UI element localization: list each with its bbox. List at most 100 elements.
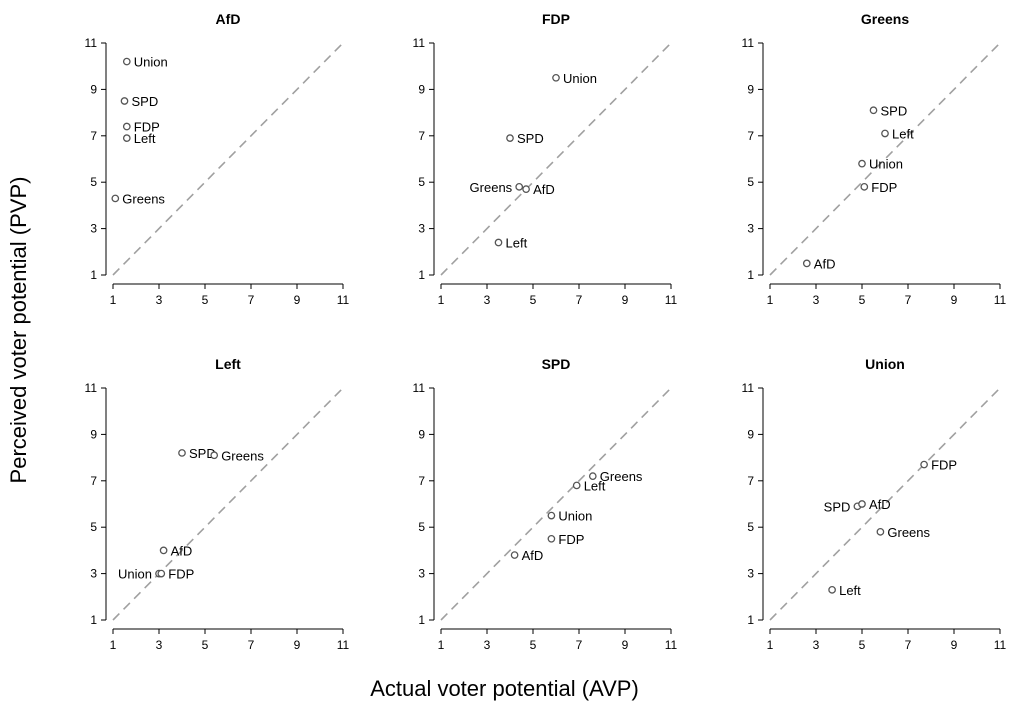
data-point-label: SPD (824, 499, 851, 514)
x-tick-label: 7 (248, 293, 255, 307)
y-tick-label: 5 (747, 175, 754, 189)
y-tick-label: 7 (418, 129, 425, 143)
y-tick-label: 3 (747, 222, 754, 236)
x-tick-label: 1 (767, 293, 774, 307)
data-point-left (828, 585, 836, 594)
data-point-left (494, 238, 503, 247)
x-tick-label: 7 (248, 638, 255, 652)
x-tick-label: 5 (202, 638, 209, 652)
data-point-label: Greens (221, 448, 264, 463)
x-tick-label: 9 (294, 293, 301, 307)
data-point-union (547, 511, 556, 520)
y-tick-label: 3 (90, 567, 97, 581)
data-point-afd (522, 185, 530, 194)
x-tick-label: 1 (110, 638, 117, 652)
diagonal-reference-line (769, 42, 1001, 276)
data-point-label: AfD (522, 548, 544, 563)
y-axis-label: Perceived voter potential (PVP) (6, 176, 31, 484)
x-tick-label: 11 (665, 638, 678, 652)
data-point-left (881, 129, 889, 138)
y-tick-label: 11 (742, 36, 755, 50)
data-point-label: SPD (517, 131, 544, 146)
data-point-afd (802, 259, 811, 268)
x-axis-label: Actual voter potential (AVP) (370, 676, 639, 701)
data-point-afd (858, 500, 866, 508)
y-tick-label: 1 (90, 268, 97, 282)
x-tick-label: 9 (951, 293, 958, 307)
y-tick-label: 1 (418, 613, 425, 627)
data-point-label: Left (892, 126, 914, 141)
y-tick-label: 9 (90, 82, 97, 96)
data-point-label: Union (134, 55, 168, 70)
data-point-union (122, 57, 131, 66)
x-tick-label: 5 (859, 638, 866, 652)
data-point-label: AfD (814, 256, 836, 271)
y-tick-label: 7 (418, 474, 425, 488)
diagonal-reference-line (112, 42, 344, 276)
data-point-label: Left (506, 236, 528, 251)
x-tick-label: 1 (438, 293, 445, 307)
x-tick-label: 9 (622, 638, 629, 652)
panel-title: Union (865, 356, 905, 372)
x-tick-label: 1 (767, 638, 774, 652)
y-tick-label: 11 (413, 36, 426, 50)
diagonal-reference-line (440, 42, 672, 276)
y-tick-label: 5 (418, 175, 425, 189)
data-point-union (858, 159, 866, 168)
panel-title: SPD (542, 356, 571, 372)
y-tick-label: 5 (90, 520, 97, 534)
x-tick-label: 5 (859, 293, 866, 307)
x-tick-label: 3 (813, 638, 820, 652)
y-tick-label: 3 (90, 222, 97, 236)
y-tick-label: 1 (90, 613, 97, 627)
data-point-label: Union (869, 157, 903, 172)
data-point-spd (178, 449, 186, 457)
diagonal-reference-line (112, 387, 344, 621)
y-tick-label: 5 (90, 175, 97, 189)
x-tick-label: 1 (110, 293, 117, 307)
y-tick-label: 11 (742, 381, 755, 395)
data-point-label: Greens (600, 469, 643, 484)
y-tick-label: 11 (413, 381, 426, 395)
y-tick-label: 9 (418, 427, 425, 441)
data-point-label: Left (134, 131, 156, 146)
y-tick-label: 5 (747, 520, 754, 534)
data-point-label: Union (118, 567, 152, 582)
x-tick-label: 3 (484, 638, 491, 652)
y-tick-label: 7 (90, 129, 97, 143)
x-tick-label: 3 (156, 638, 163, 652)
data-point-label: Union (558, 509, 592, 524)
x-tick-label: 1 (438, 638, 445, 652)
data-point-label: AfD (869, 497, 891, 512)
y-tick-label: 9 (418, 82, 425, 96)
x-tick-label: 11 (994, 638, 1007, 652)
x-tick-label: 7 (905, 293, 912, 307)
data-point-label: FDP (931, 458, 957, 473)
data-point-label: Greens (887, 525, 930, 540)
x-tick-label: 11 (337, 293, 350, 307)
x-tick-label: 5 (530, 293, 537, 307)
data-point-greens (111, 194, 120, 203)
y-tick-label: 7 (747, 474, 754, 488)
data-point-label: AfD (533, 182, 555, 197)
data-point-greens (515, 182, 524, 191)
data-point-label: AfD (171, 543, 193, 558)
x-tick-label: 7 (576, 638, 583, 652)
y-tick-label: 1 (747, 613, 754, 627)
x-tick-label: 5 (530, 638, 537, 652)
data-point-fdp (157, 569, 166, 578)
y-tick-label: 3 (747, 567, 754, 581)
y-tick-label: 11 (85, 381, 98, 395)
x-tick-label: 11 (337, 638, 350, 652)
data-point-label: SPD (189, 446, 216, 461)
data-point-afd (510, 551, 519, 559)
data-point-label: Left (839, 583, 861, 598)
data-point-spd (120, 97, 129, 105)
panel-title: AfD (216, 11, 241, 27)
